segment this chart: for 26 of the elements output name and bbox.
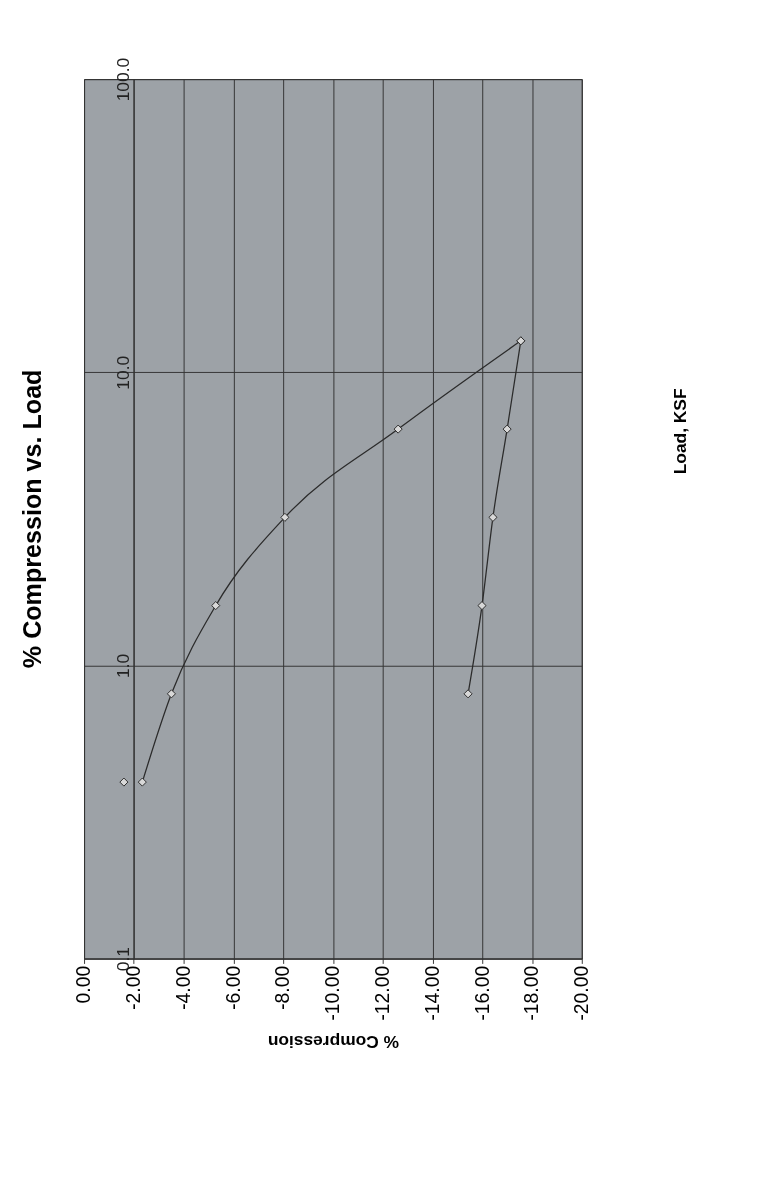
point xyxy=(477,601,487,611)
x-tick-label: -4.00 xyxy=(172,965,194,1010)
y-tick-label: 1.0 xyxy=(112,653,133,678)
x-tick-label: -20.00 xyxy=(571,965,593,1021)
point xyxy=(280,512,290,522)
point xyxy=(137,777,147,787)
x-tick-label: -8.00 xyxy=(272,965,294,1010)
point xyxy=(488,512,498,522)
point xyxy=(463,689,473,699)
x-tick-label: -16.00 xyxy=(471,965,493,1021)
x-tick-label: -18.00 xyxy=(521,965,543,1021)
y-axis-title: Load, KSF xyxy=(670,388,691,475)
x-tick-label: -14.00 xyxy=(421,965,443,1021)
x-tick-label: -6.00 xyxy=(222,965,244,1010)
text: % Compression vs. Load xyxy=(17,369,46,669)
point xyxy=(502,424,512,434)
x-axis-title: % Compression xyxy=(267,1032,400,1053)
point xyxy=(166,689,176,699)
point xyxy=(119,777,129,787)
x-tick-label: -12.00 xyxy=(371,965,393,1021)
x-tick-label: 0.00 xyxy=(73,965,95,1004)
x-tick-label: -10.00 xyxy=(322,965,344,1021)
point xyxy=(211,601,221,611)
y-tick-label: 10.0 xyxy=(112,355,133,390)
y-tick-label: 100.0 xyxy=(112,57,133,102)
point xyxy=(393,424,403,434)
